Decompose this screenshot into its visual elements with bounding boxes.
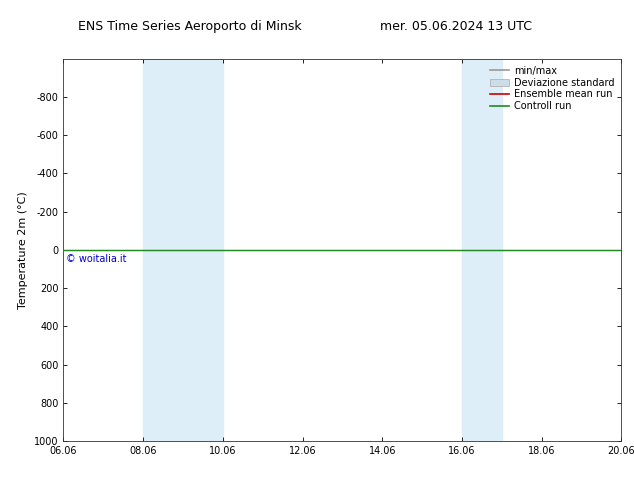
Y-axis label: Temperature 2m (°C): Temperature 2m (°C) [18, 191, 29, 309]
Text: © woitalia.it: © woitalia.it [66, 254, 126, 264]
Text: ENS Time Series Aeroporto di Minsk: ENS Time Series Aeroporto di Minsk [79, 21, 302, 33]
Text: mer. 05.06.2024 13 UTC: mer. 05.06.2024 13 UTC [380, 21, 533, 33]
Bar [462, 59, 501, 441]
Bar [143, 59, 223, 441]
Legend: min/max, Deviazione standard, Ensemble mean run, Controll run: min/max, Deviazione standard, Ensemble m… [488, 64, 616, 113]
